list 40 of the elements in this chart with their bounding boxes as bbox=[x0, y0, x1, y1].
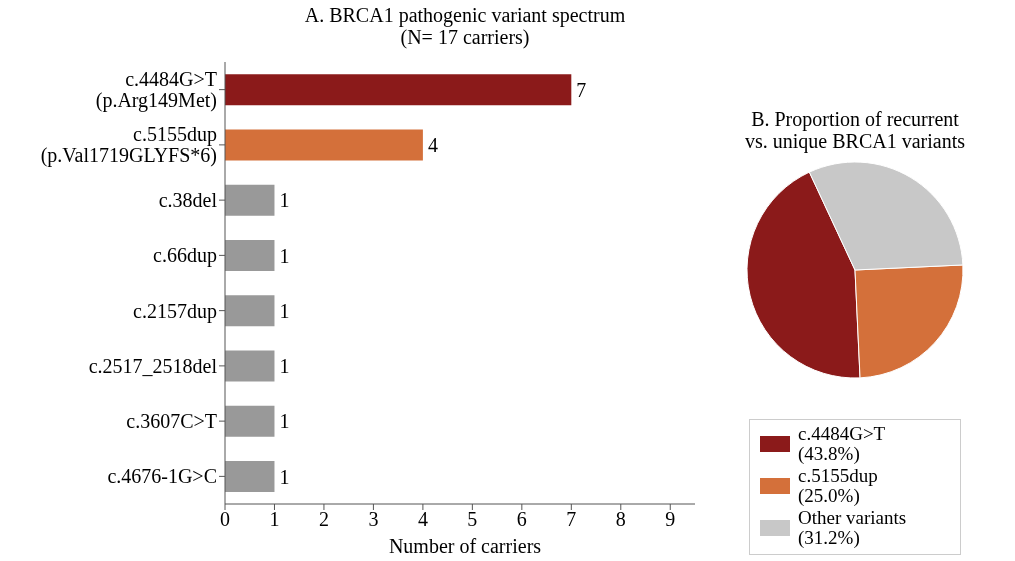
x-tick-label: 2 bbox=[318, 508, 329, 531]
legend-label: Other variants (31.2%) bbox=[798, 507, 907, 548]
y-tick-label: c.4676-1G>C bbox=[107, 465, 217, 488]
legend-label: c.4484G>T (43.8%) bbox=[798, 423, 886, 464]
bar bbox=[225, 405, 275, 437]
x-tick-label: 5 bbox=[467, 508, 478, 531]
y-tick-label: c.5155dup (p.Val1719GLYFS*6) bbox=[40, 123, 217, 168]
data-label: 7 bbox=[576, 78, 587, 101]
bar bbox=[225, 184, 275, 216]
bar bbox=[225, 460, 275, 492]
data-label: 1 bbox=[279, 189, 290, 212]
x-tick-label: 4 bbox=[417, 508, 428, 531]
y-tick-label: c.4484G>T (p.Arg149Met) bbox=[95, 68, 217, 113]
y-tick-label: c.66dup bbox=[153, 244, 217, 268]
data-label: 1 bbox=[279, 410, 290, 433]
data-label: 4 bbox=[427, 134, 438, 157]
x-tick-label: 8 bbox=[615, 508, 626, 531]
bar bbox=[225, 350, 275, 382]
x-tick-label: 7 bbox=[566, 508, 577, 531]
data-label: 1 bbox=[279, 465, 290, 488]
chart-title: A. BRCA1 pathogenic variant spectrum (N= 17 carriers) bbox=[303, 4, 627, 48]
bar bbox=[225, 74, 572, 106]
x-tick-label: 3 bbox=[368, 508, 379, 531]
x-tick-label: 9 bbox=[665, 508, 676, 531]
x-axis-title: Number of carriers bbox=[387, 535, 543, 557]
chart-title: B. Proportion of recurrent vs. unique BRCA1 variants bbox=[744, 108, 966, 152]
legend-label: c.5155dup (25.0%) bbox=[798, 465, 878, 506]
x-tick-label: 6 bbox=[516, 508, 527, 531]
bar bbox=[225, 129, 423, 161]
y-tick-label: c.2157dup bbox=[133, 299, 217, 323]
y-tick-label: c.2517_2518del bbox=[88, 354, 218, 377]
bar bbox=[225, 239, 275, 271]
y-tick-label: c.3607C>T bbox=[126, 410, 217, 433]
data-label: 1 bbox=[279, 355, 290, 378]
x-tick-label: 0 bbox=[220, 508, 230, 531]
y-tick-label: c.38del bbox=[158, 189, 218, 212]
bar bbox=[225, 295, 275, 327]
data-label: 1 bbox=[279, 244, 290, 267]
x-tick-label: 1 bbox=[269, 508, 280, 531]
data-label: 1 bbox=[279, 299, 290, 322]
